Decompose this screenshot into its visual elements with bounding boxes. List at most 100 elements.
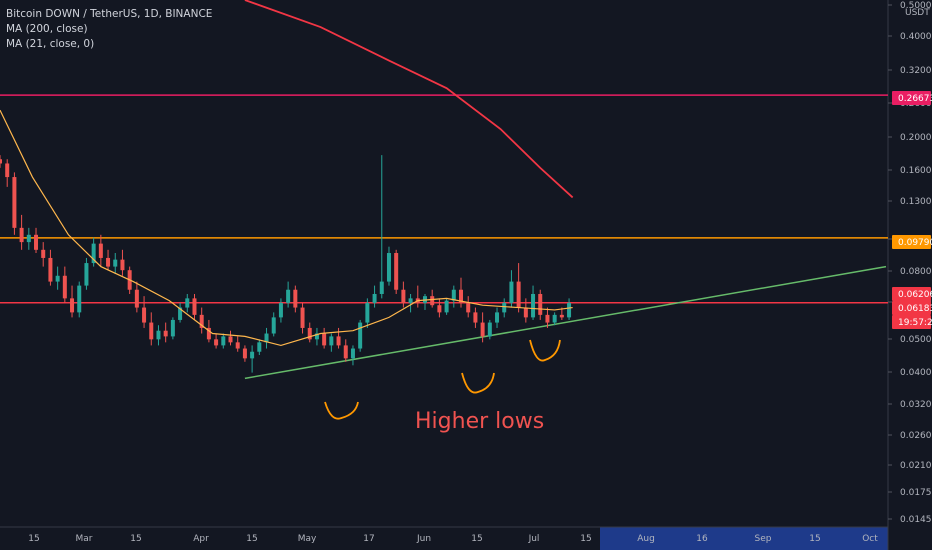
candle-body: [286, 289, 291, 303]
candle-body: [502, 302, 507, 313]
time-tick-label: Jun: [416, 534, 431, 544]
candle-body: [134, 289, 139, 308]
candle-body: [523, 307, 528, 318]
candle-body: [466, 302, 471, 313]
candle-body: [372, 293, 377, 303]
candle-body: [185, 298, 190, 308]
candle-body: [459, 289, 464, 303]
candle-body: [336, 336, 341, 346]
candle-body: [495, 312, 500, 323]
candle-body: [314, 333, 319, 340]
time-tick-label: May: [298, 534, 317, 544]
candle-body: [293, 289, 298, 308]
candle-body: [394, 253, 399, 290]
legend-ma21[interactable]: MA (21, close, 0): [6, 38, 95, 50]
candle-body: [307, 327, 312, 340]
candle-body: [567, 302, 572, 318]
candle-body: [509, 281, 514, 303]
candle-body: [552, 314, 557, 323]
candle-body: [48, 257, 53, 282]
time-tick-label: Sep: [755, 534, 772, 544]
price-badge: [892, 287, 931, 301]
candle-body: [559, 314, 564, 318]
candle-body: [106, 257, 111, 267]
time-tick-label: 15: [809, 534, 820, 544]
higher-lows-annotation: Higher lows: [415, 409, 544, 434]
ma21-line: [0, 109, 573, 347]
candle-body: [26, 234, 31, 243]
price-badge-label: 0.06206: [898, 290, 932, 300]
candle-body: [329, 336, 334, 346]
legend-symbol[interactable]: Bitcoin DOWN / TetherUS, 1D, BINANCE: [6, 8, 213, 20]
time-tick-label: 16: [696, 534, 708, 544]
price-badge-label: 0.06183: [898, 304, 932, 314]
candle-body: [12, 177, 17, 228]
time-tick-label: Oct: [862, 534, 878, 544]
candle-body: [278, 302, 283, 318]
candle-body: [84, 263, 89, 286]
higher-low-arc: [529, 339, 561, 362]
price-badge-label: 0.09790: [898, 238, 932, 248]
candle-body: [487, 322, 492, 337]
candle-body: [156, 330, 161, 340]
time-tick-label: Mar: [76, 534, 93, 544]
higher-low-arc: [461, 372, 495, 394]
candle-body: [242, 348, 247, 359]
candle-body: [343, 345, 348, 359]
price-tick-label: 0.01450: [900, 515, 932, 525]
candle-body: [444, 300, 449, 313]
candle-body: [228, 336, 233, 343]
candle-body: [322, 333, 327, 346]
candle-body: [142, 307, 147, 323]
legend-ma200[interactable]: MA (200, close): [6, 23, 88, 35]
candle-body: [300, 307, 305, 328]
candle-body: [149, 322, 154, 340]
candle-body: [250, 351, 255, 359]
future-range-band: [600, 527, 888, 550]
time-tick-label: 15: [130, 534, 141, 544]
price-badge-label: 0.26673: [898, 94, 932, 104]
candle-body: [55, 275, 60, 282]
candle-body: [5, 163, 10, 178]
price-badge: [892, 91, 931, 105]
candle-body: [192, 298, 197, 315]
price-axis-unit: USDT: [905, 8, 930, 18]
price-badge: [892, 301, 931, 315]
candle-body: [365, 302, 370, 323]
candle-body: [62, 275, 67, 299]
candle-body: [235, 342, 240, 349]
candle-body: [408, 298, 413, 303]
time-tick-label: Jul: [528, 534, 540, 544]
candle-body: [437, 305, 442, 313]
candle-body: [480, 322, 485, 337]
candle-body: [19, 227, 24, 243]
candle-body: [120, 259, 125, 271]
candle-body: [516, 281, 521, 308]
candle-body: [70, 298, 75, 313]
time-tick-label: 15: [580, 534, 591, 544]
candle-body: [199, 314, 204, 328]
time-tick-label: 17: [363, 534, 374, 544]
price-badge: [892, 235, 931, 249]
candle-body: [386, 253, 391, 282]
candle-body: [538, 293, 543, 315]
candle-body: [206, 327, 211, 340]
candle-body: [430, 296, 435, 306]
higher-low-arc: [324, 401, 359, 420]
candle-body: [214, 339, 219, 346]
candle-body: [113, 259, 118, 267]
candle-body: [98, 243, 103, 258]
ascending-trendline: [244, 265, 887, 380]
ma200-line: [244, 0, 574, 199]
